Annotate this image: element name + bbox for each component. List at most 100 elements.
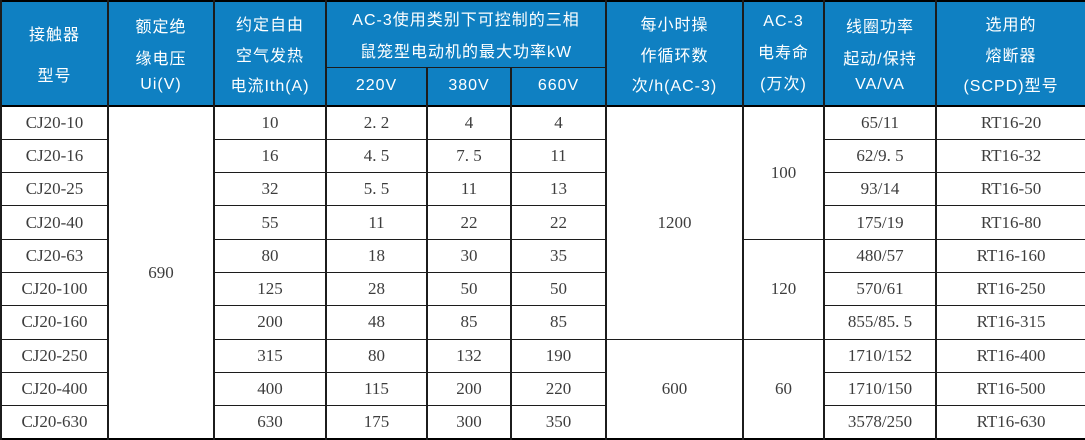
cell-coil: 65/11 [823,105,938,140]
header-line: 作循环数 [640,47,709,65]
cell-fuse: RT16-500 [935,371,1085,407]
cell-model: CJ20-40 [0,205,109,240]
header-line: 约定自由 [235,17,304,35]
header-line: 型号 [37,67,72,85]
cell-p380: 85 [426,305,512,340]
header-line: (SCPD)型号 [963,77,1059,95]
header-model-lines: 接触器 型号 [3,3,106,104]
cell-model: CJ20-16 [0,138,109,174]
cell-fuse: RT16-315 [935,305,1085,340]
cell-ith: 55 [213,205,327,240]
cell-fuse: RT16-50 [935,172,1085,207]
header-line: 电寿命 [758,44,810,62]
cell-p220: 4. 5 [325,138,428,174]
cell-p660: 190 [509,338,608,373]
cell-p660: 11 [509,138,608,174]
cell-model: CJ20-160 [0,305,109,340]
cell-coil: 855/85. 5 [823,305,938,340]
cell-fuse: RT16-32 [935,138,1085,174]
table-row: CJ20-100 125 28 50 50 570/61 RT16-250 [0,271,1085,307]
cell-p220: 115 [325,371,428,407]
cell-ith: 315 [213,338,327,373]
cell-coil: 175/19 [823,205,938,240]
cell-coil: 62/9. 5 [823,138,938,174]
header-row-sub: 220V 380V 660V [1,66,1085,107]
cell-ith: 10 [213,105,327,140]
header-line: 空气发热 [235,47,304,65]
header-line: 每小时操 [640,17,709,35]
header-model: 接触器 型号 [0,0,109,107]
header-line: AC-3 [763,12,804,30]
header-line: 起动/保持 [843,50,917,68]
cell-ith: 125 [213,271,327,307]
header-thermal-current: 约定自由 空气发热 电流Ith(A) [213,0,327,107]
header-coil-power-lines: 线圈功率 起动/保持 VA/VA [826,3,934,104]
cell-ith: 400 [213,371,327,407]
table-row: CJ20-40 55 11 22 22 175/19 RT16-80 [0,205,1085,240]
header-line: 额定绝 [135,18,187,36]
cell-p220: 175 [325,405,428,440]
cell-model: CJ20-400 [0,371,109,407]
cell-fuse: RT16-250 [935,271,1085,307]
cell-p380: 4 [426,105,512,140]
cell-p220: 5. 5 [325,172,428,207]
header-220v: 220V [325,66,428,107]
cell-fuse: RT16-80 [935,205,1085,240]
cell-p660: 220 [509,371,608,407]
cell-ith: 200 [213,305,327,340]
cell-p220: 48 [325,305,428,340]
cell-fuse: RT16-160 [935,238,1085,273]
header-380v: 380V [426,66,512,107]
header-line: 接触器 [28,27,80,45]
cell-ith: 16 [213,138,327,174]
cell-p660: 13 [509,172,608,207]
header-fuse: 选用的 熔断器 (SCPD)型号 [935,0,1085,107]
header-line: (万次) [760,76,807,94]
header-thermal-current-lines: 约定自由 空气发热 电流Ith(A) [216,3,324,104]
cell-p380: 11 [426,172,512,207]
header-line: 线圈功率 [846,18,915,36]
table-row: CJ20-25 32 5. 5 11 13 93/14 RT16-50 [0,172,1085,207]
header-insulation-voltage-lines: 额定绝 缘电压 Ui(V) [110,3,212,104]
cell-p380: 7. 5 [426,138,512,174]
table-row: CJ20-16 16 4. 5 7. 5 11 62/9. 5 RT16-32 [0,138,1085,174]
cell-coil: 3578/250 [823,405,938,440]
cell-p380: 30 [426,238,512,273]
header-line: VA/VA [855,76,905,94]
cell-coil: 93/14 [823,172,938,207]
header-line: Ui(V) [140,76,182,94]
cell-p660: 85 [509,305,608,340]
cell-coil: 1710/152 [823,338,938,373]
header-line: 选用的 [985,17,1037,35]
cell-coil: 570/61 [823,271,938,307]
header-row-top: 接触器 型号 额定绝 缘电压 Ui(V) 约定自由 空气发热 电流Ith(A) [0,0,1085,107]
cell-p220: 18 [325,238,428,273]
cell-coil: 480/57 [823,238,938,273]
cell-fuse: RT16-400 [935,338,1085,373]
header-coil-power: 线圈功率 起动/保持 VA/VA [823,0,938,107]
header-cycles-lines: 每小时操 作循环数 次/h(AC-3) [608,3,741,104]
cell-cycles-high: 1200 [605,105,745,340]
cell-p220: 28 [325,271,428,307]
table-row: CJ20-630 630 175 300 350 3578/250 RT16-6… [0,405,1085,440]
cell-coil: 1710/150 [823,371,938,407]
cell-model: CJ20-100 [0,271,109,307]
header-fuse-lines: 选用的 熔断器 (SCPD)型号 [938,3,1084,104]
cell-p660: 22 [509,205,608,240]
table-row: CJ20-250 315 80 132 190 600 60 1710/152 … [0,338,1085,440]
cell-cycles-low: 600 [605,338,745,440]
header-660v: 660V [509,66,608,107]
cell-fuse: RT16-20 [935,105,1085,140]
header-line: 鼠笼型电动机的最大功率kW [359,44,573,62]
cell-p660: 4 [509,105,608,140]
cell-p380: 300 [426,405,512,440]
cell-p220: 80 [325,338,428,373]
header-line: 缘电压 [135,50,187,68]
cell-ith: 630 [213,405,327,440]
header-line: 次/h(AC-3) [631,77,718,95]
header-insulation-voltage: 额定绝 缘电压 Ui(V) [107,0,215,107]
header-power-group-lines: AC-3使用类别下可控制的三相 鼠笼型电动机的最大功率kW [328,3,604,65]
header-line: 熔断器 [985,47,1037,65]
cell-model: CJ20-10 [0,105,109,140]
